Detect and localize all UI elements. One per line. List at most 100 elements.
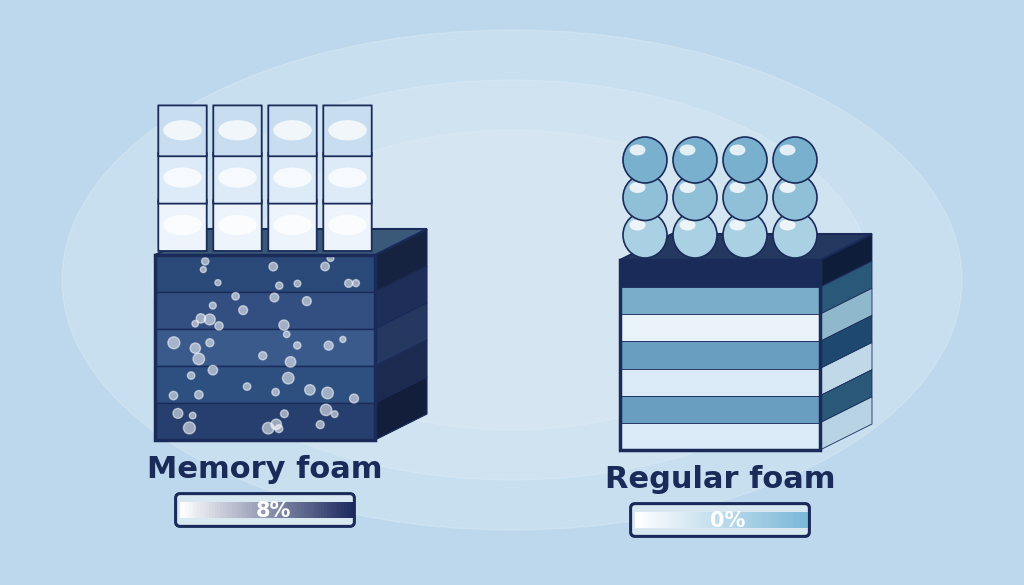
Ellipse shape <box>163 215 202 235</box>
Bar <box>295 503 299 518</box>
Circle shape <box>201 267 207 273</box>
FancyBboxPatch shape <box>268 105 316 156</box>
FancyBboxPatch shape <box>159 105 207 156</box>
Bar <box>733 512 737 528</box>
Bar <box>658 512 662 528</box>
Circle shape <box>305 384 315 395</box>
Bar <box>238 503 242 518</box>
Circle shape <box>208 366 218 375</box>
Polygon shape <box>375 340 427 403</box>
Bar <box>309 503 313 518</box>
Ellipse shape <box>773 137 817 183</box>
Bar <box>805 512 809 528</box>
Bar <box>307 503 310 518</box>
Circle shape <box>209 302 216 309</box>
Bar <box>336 503 339 518</box>
Bar <box>278 503 282 518</box>
Bar <box>249 503 253 518</box>
Ellipse shape <box>623 174 667 221</box>
Bar <box>751 512 754 528</box>
Bar <box>304 503 308 518</box>
Bar <box>678 512 682 528</box>
Ellipse shape <box>729 219 745 230</box>
Polygon shape <box>820 397 872 450</box>
FancyBboxPatch shape <box>213 105 262 156</box>
Bar <box>266 503 270 518</box>
Polygon shape <box>620 423 820 450</box>
Ellipse shape <box>329 120 367 140</box>
Bar <box>692 512 696 528</box>
Ellipse shape <box>673 212 717 258</box>
Bar <box>664 512 668 528</box>
FancyBboxPatch shape <box>159 153 207 204</box>
FancyBboxPatch shape <box>324 200 372 251</box>
Bar <box>782 512 785 528</box>
Bar <box>255 503 259 518</box>
Circle shape <box>262 422 274 434</box>
FancyBboxPatch shape <box>268 153 316 204</box>
Polygon shape <box>375 303 427 366</box>
Text: 8%: 8% <box>255 501 291 521</box>
FancyBboxPatch shape <box>159 200 207 251</box>
Bar <box>206 503 210 518</box>
Bar <box>802 512 806 528</box>
Bar <box>287 503 291 518</box>
Bar <box>183 503 186 518</box>
Bar <box>284 503 288 518</box>
Ellipse shape <box>630 219 645 230</box>
Bar <box>762 512 766 528</box>
Bar <box>330 503 334 518</box>
Ellipse shape <box>623 137 667 183</box>
Circle shape <box>205 314 215 325</box>
Ellipse shape <box>723 212 767 258</box>
Polygon shape <box>155 292 375 329</box>
Bar <box>180 503 184 518</box>
Ellipse shape <box>779 182 796 193</box>
Bar <box>724 512 728 528</box>
Circle shape <box>352 280 359 287</box>
Circle shape <box>215 322 223 330</box>
Circle shape <box>281 410 289 418</box>
Bar <box>768 512 771 528</box>
Bar <box>298 503 302 518</box>
Bar <box>223 503 227 518</box>
Polygon shape <box>820 370 872 423</box>
Circle shape <box>349 394 358 403</box>
Circle shape <box>270 293 279 302</box>
Circle shape <box>279 320 289 330</box>
Bar <box>263 503 267 518</box>
Bar <box>713 512 717 528</box>
Ellipse shape <box>673 137 717 183</box>
Circle shape <box>197 314 206 323</box>
Bar <box>716 512 720 528</box>
Circle shape <box>325 341 333 350</box>
Circle shape <box>206 339 214 347</box>
Text: 0%: 0% <box>711 511 745 531</box>
Polygon shape <box>620 369 820 395</box>
Ellipse shape <box>218 167 257 188</box>
Bar <box>748 512 752 528</box>
Bar <box>339 503 342 518</box>
Bar <box>673 512 676 528</box>
Circle shape <box>332 411 338 418</box>
Bar <box>203 503 207 518</box>
Ellipse shape <box>273 167 311 188</box>
Bar <box>776 512 780 528</box>
Ellipse shape <box>630 182 645 193</box>
Bar <box>681 512 685 528</box>
Bar <box>322 503 325 518</box>
Circle shape <box>302 297 311 305</box>
Circle shape <box>259 352 267 360</box>
Bar <box>246 503 250 518</box>
Text: Memory foam: Memory foam <box>147 456 383 484</box>
Bar <box>226 503 230 518</box>
Bar <box>794 512 798 528</box>
Circle shape <box>322 387 334 399</box>
Circle shape <box>294 342 301 349</box>
Bar <box>770 512 774 528</box>
Ellipse shape <box>779 219 796 230</box>
Bar <box>290 503 293 518</box>
Ellipse shape <box>773 212 817 258</box>
Bar <box>727 512 731 528</box>
Bar <box>212 503 215 518</box>
